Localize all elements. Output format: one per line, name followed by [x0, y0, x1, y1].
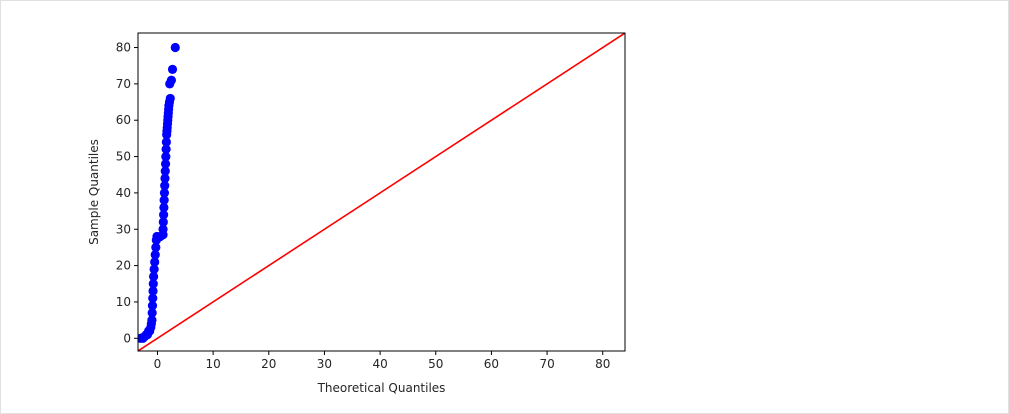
data-point — [161, 137, 171, 147]
x-tick-label: 60 — [484, 357, 499, 371]
y-tick-label: 20 — [116, 259, 131, 273]
x-tick-label: 0 — [154, 357, 162, 371]
axes-frame — [137, 32, 626, 352]
data-point — [167, 64, 178, 74]
plot-area: 0 10 20 30 40 50 60 70 80 0 10 20 30 40 50 60 70 80 — [116, 32, 626, 371]
data-point — [149, 264, 159, 274]
data-point — [160, 173, 170, 183]
data-point — [166, 75, 176, 85]
data-point — [147, 300, 158, 311]
data-point — [148, 271, 159, 282]
x-tick-label: 10 — [205, 357, 220, 371]
data-point — [151, 242, 161, 253]
data-point — [159, 188, 170, 198]
data-point — [148, 286, 158, 296]
data-point — [161, 151, 171, 162]
data-point — [159, 202, 169, 213]
y-tick-label: 0 — [123, 331, 131, 345]
x-tick-label: 40 — [372, 357, 387, 371]
data-point — [147, 315, 157, 325]
y-tick-label: 40 — [116, 186, 131, 200]
data-point — [150, 250, 160, 260]
data-point — [148, 293, 158, 303]
y-tick-label: 70 — [116, 77, 131, 91]
data-point — [150, 257, 160, 267]
x-axis-label: Theoretical Quantiles — [317, 381, 446, 395]
x-tick-label: 50 — [428, 357, 443, 371]
data-point — [148, 279, 158, 289]
x-tick-label: 20 — [261, 357, 276, 371]
y-axis-label: Sample Quantiles — [87, 139, 101, 245]
data-point — [147, 308, 157, 318]
data-point — [160, 159, 171, 169]
data-point — [165, 93, 175, 104]
reference-line — [138, 33, 625, 351]
data-point — [159, 195, 169, 205]
data-point — [160, 181, 170, 191]
data-point — [160, 166, 170, 176]
data-point — [170, 42, 180, 53]
data-point — [158, 217, 168, 227]
x-tick-label: 30 — [317, 357, 332, 371]
data-layer — [138, 33, 625, 351]
y-tick-label: 60 — [116, 113, 131, 127]
y-tick-label: 80 — [116, 41, 131, 55]
x-tick-label: 80 — [595, 357, 610, 371]
y-tick-label: 50 — [116, 150, 131, 164]
data-point — [159, 210, 169, 220]
data-point — [158, 224, 168, 234]
x-tick-label: 70 — [539, 357, 554, 371]
y-tick-label: 30 — [116, 222, 131, 236]
data-point — [161, 144, 171, 154]
y-tick-label: 10 — [116, 295, 131, 309]
